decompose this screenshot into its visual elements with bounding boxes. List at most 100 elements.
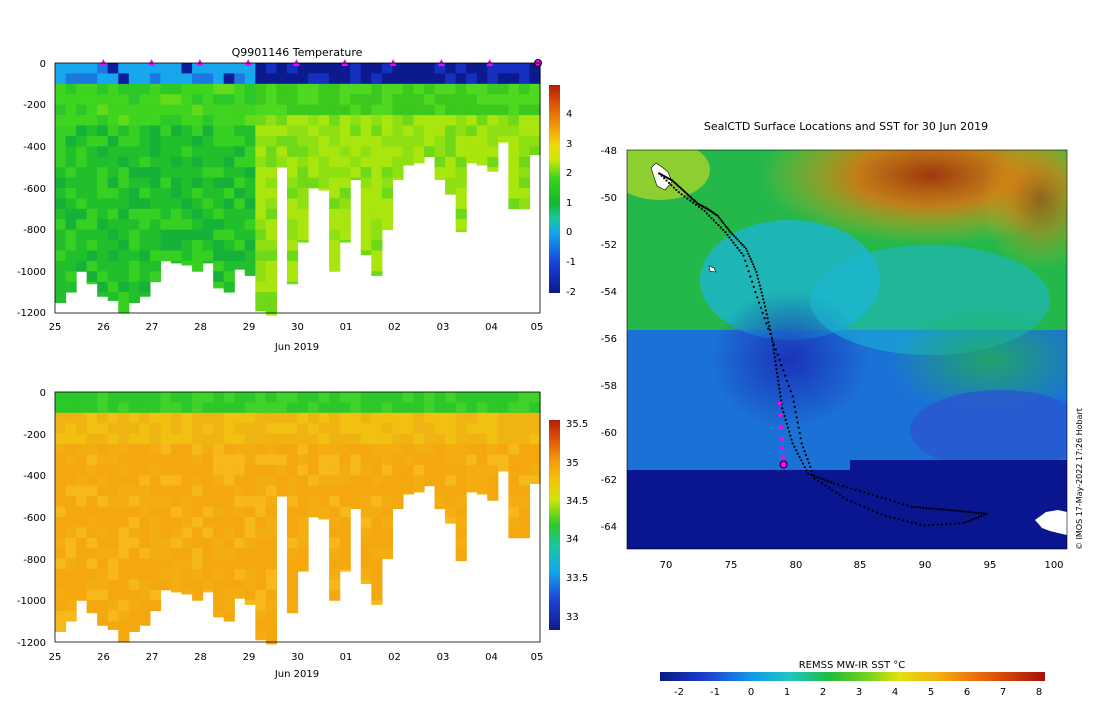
temperature-cell [466,104,478,116]
salinity-cell [518,454,531,466]
track-point [697,205,701,208]
temperature-x-ticks: 25 26 27 28 29 30 01 02 03 04 05 [49,322,544,333]
temperature-cell [160,63,172,74]
salinity-cell [455,496,467,507]
salinity-cell [434,423,446,435]
temperature-cell [213,219,225,231]
temperature-cell [371,208,383,220]
salinity-cell [381,433,393,445]
temperature-cell [86,250,98,262]
temperature-cell [118,177,130,189]
temperature-cell [255,83,267,95]
temperature-cell [160,156,172,168]
salinity-cell [244,558,256,570]
temperature-cell [381,219,393,231]
temperature-cell [255,94,267,106]
salinity-cell [107,537,119,549]
salinity-cell [65,569,77,580]
salinity-cell [265,464,278,476]
temperature-cell [265,250,278,262]
salinity-cell [350,433,362,445]
track-point [820,482,823,485]
temperature-cell [508,167,520,178]
temperature-cell [508,146,520,158]
salinity-cell [392,433,404,445]
sst-green-east [890,305,1067,415]
temperature-cell [276,125,288,137]
track-point [671,179,674,182]
temperature-cell [255,188,267,199]
temperature-cell [86,219,98,231]
track-point [777,379,780,382]
temperature-cell [55,125,67,137]
salinity-cell [445,423,457,435]
salinity-cell [76,569,88,580]
track-point [753,265,756,268]
salinity-cell [402,433,415,445]
salinity-cell [181,392,193,403]
track-point [780,399,783,402]
temperature-cell [86,240,98,251]
colorbar-tick: -2 [674,687,684,698]
recent-position [777,401,782,406]
salinity-cell [149,392,162,403]
salinity-cell [107,579,119,591]
temperature-cell [55,146,67,158]
track-point [956,509,959,512]
track-point [720,220,724,223]
track-point [776,371,779,375]
salinity-cell [234,444,246,455]
salinity-cell [118,631,130,643]
salinity-cell [339,485,351,497]
track-point [787,384,791,388]
temperature-cell [360,135,372,147]
temperature-cell [244,104,256,116]
salinity-cell [223,610,235,622]
salinity-cell [455,537,467,549]
temperature-cell [402,83,415,95]
salinity-cell [265,485,278,497]
salinity-cell [445,506,457,518]
track-point [694,203,698,206]
track-point [858,490,862,493]
temperature-cell [318,104,330,116]
salinity-cell [202,392,214,403]
temperature-cell [297,219,309,231]
salinity-cell [308,475,320,487]
track-point [871,509,875,512]
salinity-cell [86,558,98,570]
temperature-cell [86,198,98,210]
track-point [736,246,739,249]
temperature-cell [402,115,415,126]
salinity-cell [149,527,162,539]
salinity-cell [192,569,204,580]
colorbar-tick: 34 [566,534,579,545]
salinity-cell [350,454,362,466]
salinity-cell [139,433,151,445]
y-tick: -600 [23,513,46,524]
temperature-cell [413,63,425,74]
temperature-cell [192,63,204,74]
temperature-cell [424,73,436,85]
salinity-cell [170,475,183,487]
temperature-cell [65,260,77,272]
salinity-cell [339,444,351,455]
track-point [772,348,775,351]
salinity-cell [445,454,457,466]
salinity-cell [297,506,309,518]
x-tick: 25 [49,322,62,333]
track-point [683,195,686,198]
temperature-cell [97,198,109,210]
salinity-cell [424,392,436,403]
salinity-cell [244,579,256,591]
temperature-cell [329,198,341,210]
temperature-cell [118,302,130,314]
salinity-cell [497,444,509,455]
temperature-cell [508,198,520,210]
salinity-cell [139,610,151,622]
salinity-cell [234,517,246,528]
salinity-cell [529,444,541,455]
temperature-cell [413,104,425,116]
salinity-cell [170,496,183,507]
salinity-cell [318,423,330,435]
